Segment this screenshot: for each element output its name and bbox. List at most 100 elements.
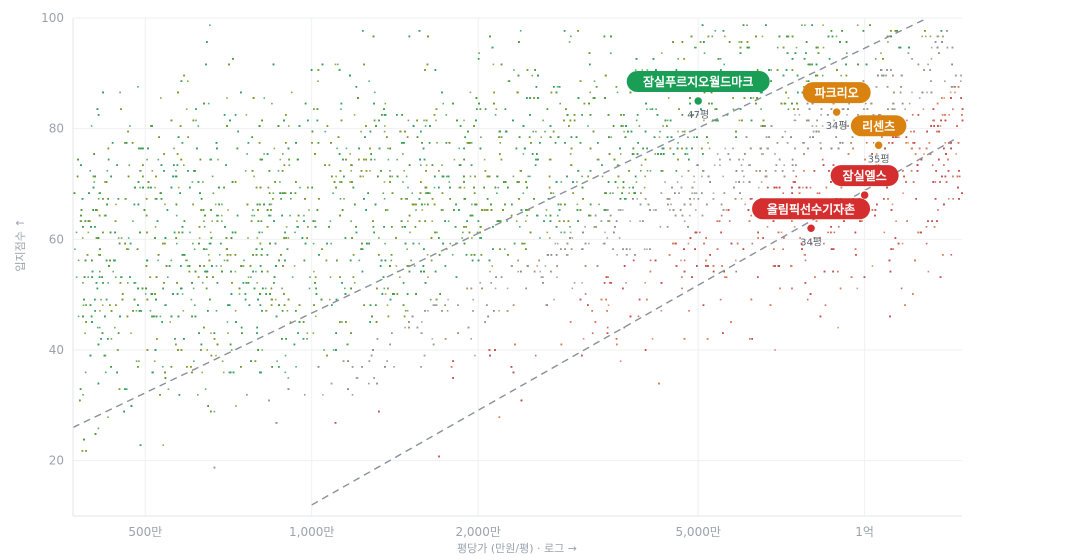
data-point: [82, 304, 85, 306]
data-point: [336, 63, 339, 66]
data-point: [794, 119, 797, 122]
data-point: [707, 142, 709, 144]
data-point: [951, 86, 954, 88]
data-point: [207, 254, 210, 256]
data-point: [193, 248, 196, 250]
data-point: [943, 97, 945, 99]
data-point: [186, 265, 189, 267]
data-point: [950, 254, 953, 256]
data-point: [181, 287, 183, 290]
data-point: [407, 119, 410, 122]
data-point: [472, 298, 474, 301]
data-point: [549, 237, 551, 239]
data-point: [271, 102, 273, 105]
data-point: [807, 63, 809, 66]
data-point: [270, 203, 273, 206]
data-point: [140, 170, 142, 172]
data-point: [939, 125, 942, 127]
data-point: [689, 214, 691, 217]
data-point: [644, 282, 646, 284]
data-point: [662, 125, 664, 127]
data-point: [923, 153, 925, 155]
data-point: [243, 259, 245, 262]
data-point: [617, 186, 619, 189]
data-point: [77, 259, 80, 262]
data-point: [433, 186, 436, 189]
data-point: [75, 276, 78, 278]
data-point: [911, 91, 913, 94]
data-point: [407, 186, 409, 189]
data-point: [616, 91, 619, 94]
data-point: [235, 405, 237, 407]
data-point: [610, 136, 612, 138]
data-point: [937, 35, 940, 38]
data-point: [272, 192, 275, 194]
data-point: [425, 164, 428, 166]
data-point: [373, 158, 376, 161]
data-point: [129, 125, 131, 127]
data-point: [640, 164, 643, 166]
data-point: [636, 198, 638, 200]
data-point: [209, 231, 212, 234]
data-point: [856, 24, 859, 26]
data-point: [841, 108, 844, 110]
data-point: [499, 142, 501, 144]
data-point: [120, 237, 123, 239]
data-point: [609, 192, 612, 194]
data-point: [699, 231, 701, 234]
data-point: [469, 91, 472, 94]
data-point: [616, 164, 619, 166]
data-point: [646, 248, 648, 250]
data-point: [584, 226, 586, 228]
data-point: [374, 91, 376, 94]
data-point: [306, 332, 309, 334]
data-point: [740, 164, 743, 166]
data-point: [556, 276, 558, 278]
data-point: [110, 338, 113, 340]
data-point: [496, 192, 498, 194]
data-point: [954, 91, 956, 94]
data-point: [349, 181, 351, 183]
data-point: [695, 164, 698, 166]
data-point: [782, 192, 784, 194]
data-point: [934, 181, 937, 183]
data-point: [725, 209, 728, 211]
data-point: [598, 203, 600, 206]
data-point: [809, 186, 812, 189]
data-point: [336, 147, 338, 150]
data-point: [544, 130, 546, 133]
data-point: [358, 259, 361, 262]
data-point: [426, 254, 429, 256]
data-point: [846, 114, 848, 116]
data-point: [332, 192, 334, 194]
data-point: [557, 214, 559, 217]
data-point: [167, 388, 170, 390]
data-point: [816, 192, 819, 194]
data-point: [904, 108, 906, 110]
data-point: [100, 298, 102, 301]
data-point: [264, 287, 267, 290]
data-point: [245, 114, 248, 116]
data-point: [284, 354, 287, 357]
data-point: [411, 192, 414, 194]
data-point: [183, 164, 185, 166]
data-point: [404, 310, 407, 312]
data-point: [708, 147, 711, 150]
data-point: [387, 158, 390, 161]
data-point: [752, 97, 755, 99]
data-point: [384, 242, 386, 245]
data-point: [929, 35, 932, 38]
data-point: [149, 310, 152, 312]
data-point: [256, 237, 259, 239]
data-point: [902, 192, 904, 194]
data-point: [201, 371, 203, 374]
data-point: [522, 192, 525, 194]
data-point: [622, 125, 624, 127]
data-point: [955, 153, 957, 155]
data-point: [382, 192, 385, 194]
data-point: [535, 130, 537, 133]
data-point: [658, 136, 661, 138]
data-point: [495, 108, 498, 110]
data-point: [211, 220, 213, 222]
